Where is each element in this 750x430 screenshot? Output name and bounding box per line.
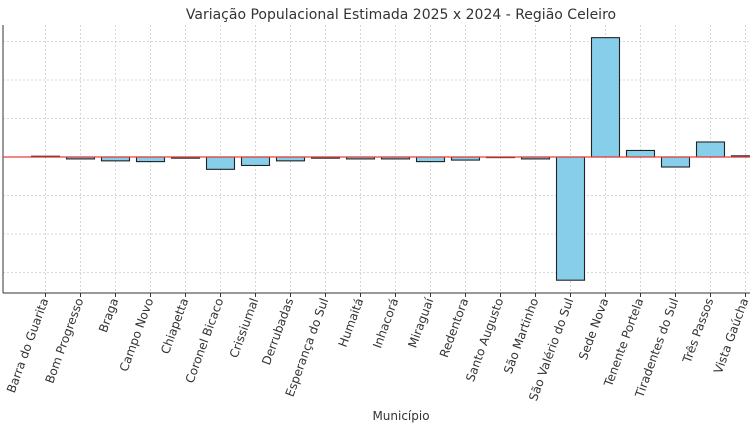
x-tick-label: Inhacorá	[370, 296, 401, 350]
x-tick-label: Bom Progresso	[43, 296, 87, 385]
x-tick-label: Miraguaí	[405, 296, 436, 350]
bar	[625, 149, 656, 158]
x-tick-label: Vista Gaúcha	[711, 296, 750, 375]
bar	[590, 37, 621, 158]
bar	[205, 156, 236, 170]
bars	[30, 37, 750, 281]
x-tick-label: Crissiumal	[227, 296, 262, 359]
bar	[660, 156, 691, 168]
x-tick-label: Sede Nova	[576, 296, 611, 361]
x-tick-label: São Martinho	[501, 296, 541, 375]
x-axis-label: Município	[372, 409, 429, 423]
bar	[135, 156, 166, 163]
bar	[555, 156, 586, 281]
x-tick-label: Três Passos	[680, 296, 717, 365]
x-tick-label: Humaitá	[336, 296, 367, 349]
x-tick-label: Derrubadas	[259, 296, 296, 367]
chart-title: Variação Populacional Estimada 2025 x 20…	[186, 7, 616, 23]
x-tick-label: Santo Augusto	[463, 296, 506, 383]
bar	[695, 141, 726, 158]
x-tick-label: Redentora	[437, 296, 471, 359]
x-tick-label: Campo Novo	[117, 296, 156, 373]
x-tick-label: Braga	[96, 296, 121, 334]
x-tick-label: Chiapetta	[158, 296, 191, 356]
x-tick-label: Coronel Bicaco	[183, 296, 227, 385]
bar	[415, 156, 446, 163]
bar	[240, 156, 271, 167]
